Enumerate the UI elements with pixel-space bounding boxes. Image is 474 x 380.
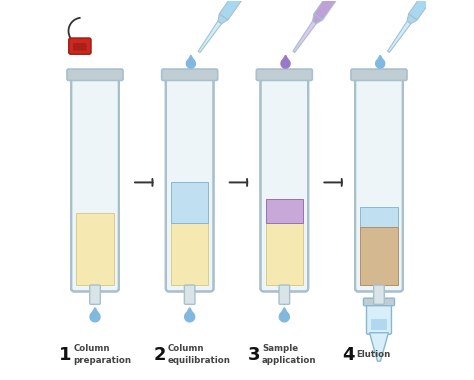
Bar — [360, 227, 398, 285]
Polygon shape — [219, 0, 244, 20]
Polygon shape — [279, 312, 289, 322]
Text: 4: 4 — [342, 346, 355, 364]
FancyBboxPatch shape — [355, 73, 403, 291]
Polygon shape — [198, 21, 222, 52]
Bar — [266, 199, 303, 223]
Text: 1: 1 — [59, 346, 72, 364]
Polygon shape — [90, 312, 100, 322]
Polygon shape — [186, 308, 193, 314]
Bar — [171, 223, 208, 285]
FancyBboxPatch shape — [69, 38, 91, 54]
FancyBboxPatch shape — [67, 69, 123, 81]
Bar — [371, 319, 387, 331]
Polygon shape — [185, 312, 195, 322]
Bar — [360, 227, 398, 285]
Text: Column
preparation: Column preparation — [73, 344, 131, 365]
Polygon shape — [370, 333, 389, 361]
Bar — [76, 213, 114, 285]
Polygon shape — [218, 14, 228, 24]
FancyBboxPatch shape — [351, 69, 407, 81]
Polygon shape — [314, 0, 339, 20]
FancyBboxPatch shape — [279, 285, 290, 304]
Polygon shape — [188, 55, 194, 61]
Text: 3: 3 — [247, 346, 260, 364]
Polygon shape — [409, 0, 434, 20]
FancyBboxPatch shape — [162, 69, 218, 81]
Bar — [171, 182, 208, 223]
FancyBboxPatch shape — [374, 285, 384, 304]
Polygon shape — [186, 59, 195, 68]
Bar — [360, 207, 398, 227]
Polygon shape — [293, 21, 316, 52]
Polygon shape — [281, 308, 288, 314]
Polygon shape — [91, 308, 99, 314]
Polygon shape — [282, 55, 289, 61]
Text: Column
equilibration: Column equilibration — [168, 344, 231, 365]
FancyBboxPatch shape — [71, 73, 119, 291]
Text: Sample
application: Sample application — [262, 344, 317, 365]
FancyBboxPatch shape — [73, 43, 87, 51]
Polygon shape — [377, 55, 383, 61]
FancyBboxPatch shape — [364, 298, 394, 306]
Polygon shape — [312, 14, 323, 24]
FancyBboxPatch shape — [184, 285, 195, 304]
Polygon shape — [407, 14, 417, 24]
FancyBboxPatch shape — [166, 73, 213, 291]
Polygon shape — [388, 21, 411, 52]
Text: Elution: Elution — [356, 350, 391, 359]
Bar — [266, 223, 303, 285]
FancyBboxPatch shape — [261, 73, 308, 291]
Polygon shape — [281, 59, 290, 68]
FancyBboxPatch shape — [90, 285, 100, 304]
Text: 2: 2 — [154, 346, 166, 364]
FancyBboxPatch shape — [366, 301, 392, 334]
Polygon shape — [376, 59, 385, 68]
FancyBboxPatch shape — [256, 69, 312, 81]
